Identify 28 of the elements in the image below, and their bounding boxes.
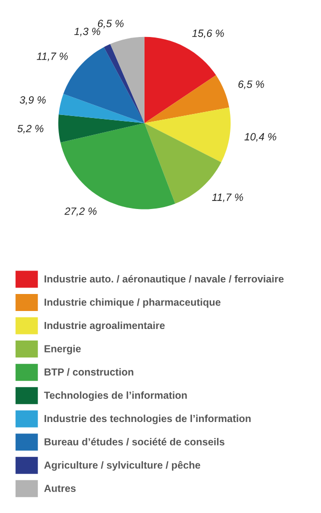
legend-label: Industrie chimique / pharmaceutique: [44, 298, 220, 308]
data-label: 11,7 %: [36, 52, 68, 62]
legend-label: Industrie agroalimentaire: [44, 322, 165, 332]
legend-label: Energie: [44, 344, 81, 354]
pie-slice: [58, 94, 144, 124]
pie-slice: [144, 36, 216, 124]
data-label: 6,5 %: [238, 80, 264, 90]
data-label: 10,4 %: [244, 133, 276, 142]
pie-slice: [110, 36, 144, 124]
pie-slice: [58, 114, 144, 142]
pie-slice: [60, 123, 176, 210]
data-label: 5,2 %: [17, 124, 44, 134]
data-label: 1,3 %: [74, 28, 100, 36]
data-label: 3,9 %: [20, 96, 46, 105]
legend-label: Technologies de l’information: [44, 391, 187, 401]
data-label: 11,7 %: [212, 194, 244, 202]
data-label: 15,6 %: [192, 30, 224, 38]
pie-slice: [144, 108, 231, 162]
data-label: 27,2 %: [64, 208, 97, 216]
legend-label: BTP / construction: [44, 368, 134, 376]
legend-label: Industrie des technologies de l’information: [44, 414, 251, 424]
pie-slice: [104, 44, 144, 124]
legend-label: Agriculture / sylviculture / pêche: [44, 460, 200, 471]
data-label: 6,5 %: [98, 20, 124, 28]
legend-label: Bureau d’études / société de conseils: [44, 438, 224, 446]
legend-label: Industrie auto. / aéronautique / navale / ferroviaire: [44, 274, 284, 285]
pie-slice: [144, 75, 230, 124]
legend-label: Autres: [44, 484, 76, 492]
